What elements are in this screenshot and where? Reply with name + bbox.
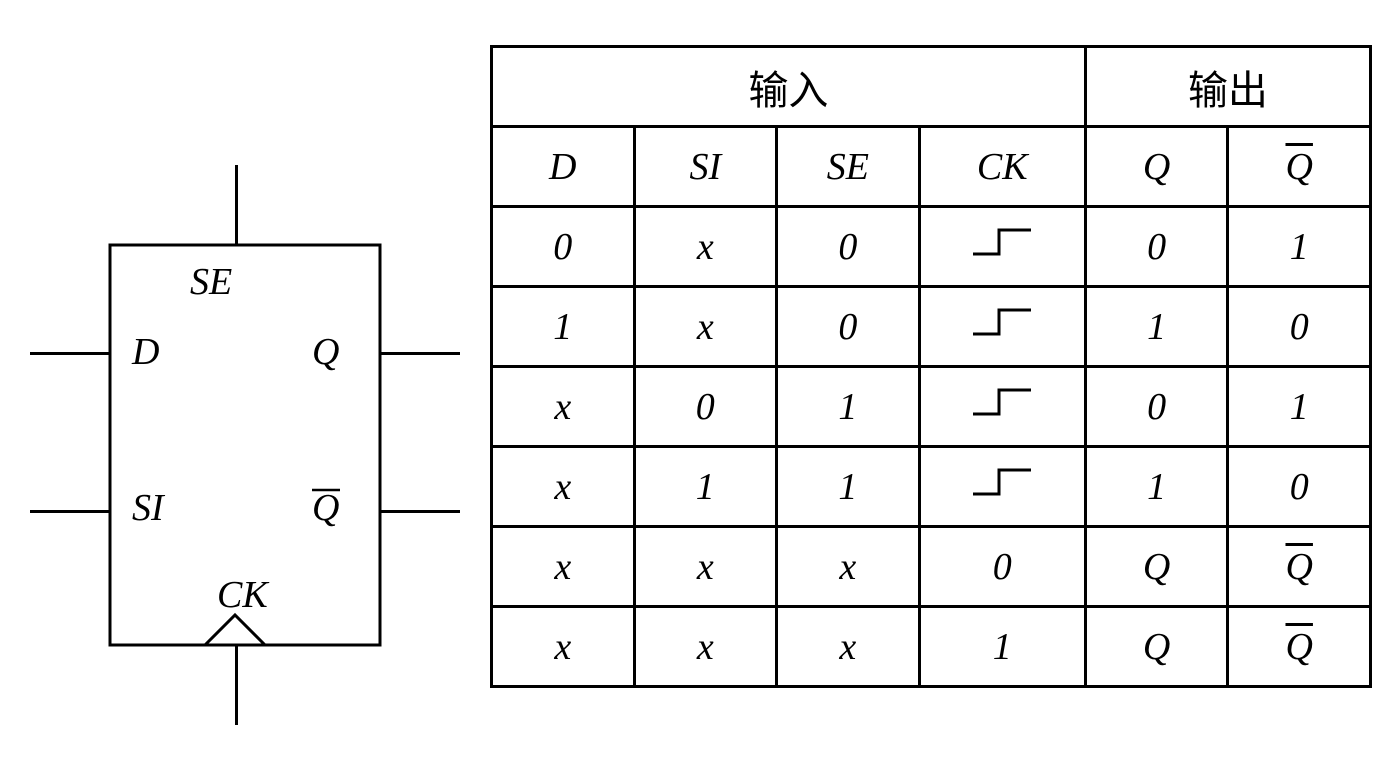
table-cell: 1 [1085,287,1228,367]
table-cell [919,367,1085,447]
diagram-svg: SE D Q SI Q CK [20,20,490,775]
rising-edge-icon [967,224,1037,260]
table-row: xxx1QQ [492,607,1371,687]
table-cell: 0 [1228,287,1371,367]
table-cell: 1 [1085,447,1228,527]
column-header-cell: SI [634,127,777,207]
table-cell: x [777,527,920,607]
table-cell: x [634,287,777,367]
table-cell: 1 [634,447,777,527]
table-row: 0x001 [492,207,1371,287]
table-cell: x [492,527,635,607]
table-header-group-row: 输入输出 [492,47,1371,127]
label-SI: SI [132,487,166,529]
pin-line-q [380,352,460,355]
table-cell: 1 [919,607,1085,687]
table-cell: Q [1228,607,1371,687]
table-cell: 0 [492,207,635,287]
rising-edge-icon [967,384,1037,420]
table-cell: Q [1085,607,1228,687]
table-row: xxx0QQ [492,527,1371,607]
table-cell: 0 [634,367,777,447]
label-D: D [131,331,159,373]
table-cell [919,207,1085,287]
table-cell: 0 [1085,207,1228,287]
table-cell [919,287,1085,367]
table-column-header-row: DSISECKQQ [492,127,1371,207]
table-cell: 0 [1228,447,1371,527]
table-cell: 0 [777,287,920,367]
table-row: x0101 [492,367,1371,447]
pin-line-bottom [235,645,238,725]
label-CK: CK [217,574,269,616]
pin-line-d [30,352,110,355]
pin-line-qbar [380,510,460,513]
table-cell: x [492,367,635,447]
table-cell: x [634,207,777,287]
column-header-cell: D [492,127,635,207]
truth-table-section: 输入输出DSISECKQQ0x0011x010x0101x1110xxx0QQx… [490,20,1372,735]
label-SE: SE [190,261,232,303]
table-cell: x [492,607,635,687]
table-cell: 0 [919,527,1085,607]
main-container: SEDQSIQCK 输入输出DSISECKQQ0x0011x010x0101x1… [0,0,1392,755]
header-group-cell: 输入 [492,47,1086,127]
table-cell: x [777,607,920,687]
pin-line-si [30,510,110,513]
column-header-cell: Q [1085,127,1228,207]
table-cell: 0 [777,207,920,287]
table-cell: x [492,447,635,527]
table-cell: x [634,527,777,607]
label-Qbar: Q [312,487,339,529]
table-cell: 1 [777,367,920,447]
column-header-cell: Q [1228,127,1371,207]
truth-table: 输入输出DSISECKQQ0x0011x010x0101x1110xxx0QQx… [490,45,1372,688]
column-header-cell: SE [777,127,920,207]
table-cell: 1 [1228,207,1371,287]
clock-triangle [205,615,265,645]
table-cell: Q [1085,527,1228,607]
label-Q: Q [312,331,339,373]
table-cell: 0 [1085,367,1228,447]
table-cell: 1 [492,287,635,367]
table-cell: Q [1228,527,1371,607]
rising-edge-icon [967,304,1037,340]
column-header-cell: CK [919,127,1085,207]
table-row: x1110 [492,447,1371,527]
pin-line-top [235,165,238,245]
flipflop-diagram: SE D Q SI Q CK [20,20,490,735]
table-row: 1x010 [492,287,1371,367]
table-cell [919,447,1085,527]
header-group-cell: 输出 [1085,47,1370,127]
table-cell: 1 [777,447,920,527]
table-cell: x [634,607,777,687]
table-cell: 1 [1228,367,1371,447]
rising-edge-icon [967,464,1037,500]
